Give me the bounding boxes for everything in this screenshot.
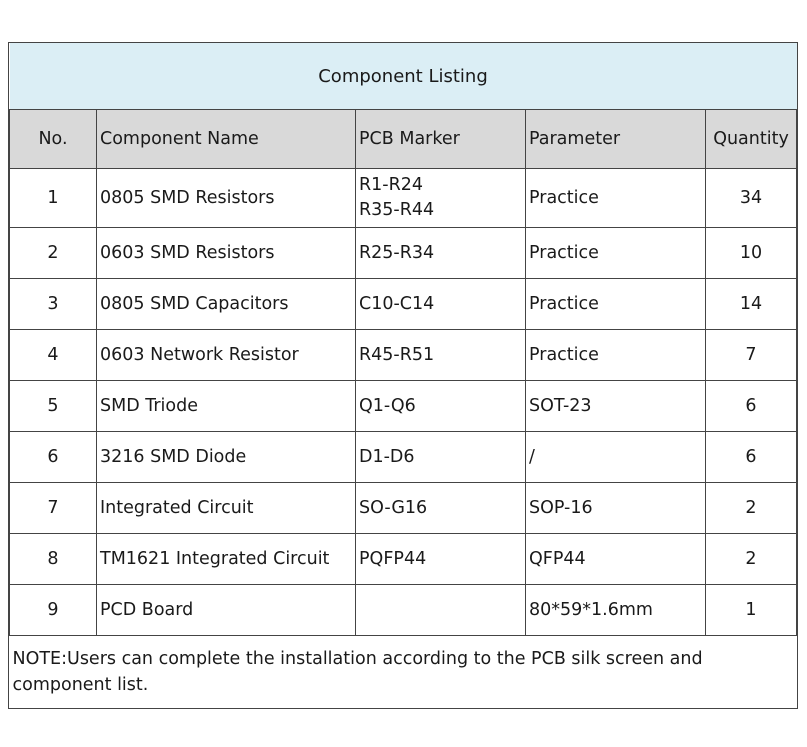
- row-number: 1: [9, 168, 97, 228]
- table-row: 4 0603 Network Resistor R45-R51 Practice 7: [9, 329, 797, 381]
- header-row: No. Component Name PCB Marker Parameter …: [9, 109, 797, 169]
- component-table: Component Listing No. Component Name PCB…: [9, 43, 797, 708]
- table-row: 5 SMD Triode Q1-Q6 SOT-23 6: [9, 380, 797, 432]
- quantity: 6: [705, 380, 797, 432]
- quantity: 10: [705, 227, 797, 279]
- column-header-quantity: Quantity: [705, 109, 797, 169]
- column-header-parameter: Parameter: [525, 109, 706, 169]
- table-title: Component Listing: [9, 43, 797, 110]
- note-text: NOTE:Users can complete the installation…: [9, 635, 797, 708]
- component-name: 0805 SMD Resistors: [96, 168, 356, 228]
- pcb-marker-line: PQFP44: [359, 548, 427, 569]
- table-row: 6 3216 SMD Diode D1-D6/6: [9, 431, 797, 483]
- quantity: 2: [705, 533, 797, 585]
- pcb-marker: R45-R51: [355, 329, 526, 381]
- pcb-marker: C10-C14: [355, 278, 526, 330]
- pcb-marker: R25-R34: [355, 227, 526, 279]
- quantity: 1: [705, 584, 797, 636]
- row-number: 9: [9, 584, 97, 636]
- parameter: Practice: [525, 329, 706, 381]
- table-row: 9 PCD Board 80*59*1.6mm 1: [9, 584, 797, 636]
- column-header-no: No.: [9, 109, 97, 169]
- parameter: Practice: [525, 168, 706, 228]
- table-body: 1 0805 SMD Resistors R1-R24 R35-R44 Practice…: [9, 168, 797, 636]
- quantity: 2: [705, 482, 797, 534]
- table-row: 2 0603 SMD Resistors R25-R34 Practice 10: [9, 227, 797, 279]
- row-number: 2: [9, 227, 97, 279]
- quantity: 7: [705, 329, 797, 381]
- row-number: 6: [9, 431, 97, 483]
- table-row: 3 0805 SMD Capacitors C10-C14 Practice 14: [9, 278, 797, 330]
- parameter: SOP-16: [525, 482, 706, 534]
- quantity: 34: [705, 168, 797, 228]
- pcb-marker: [355, 584, 526, 636]
- pcb-marker: R1-R24 R35-R44: [355, 168, 526, 228]
- component-name: 0603 SMD Resistors: [96, 227, 356, 279]
- parameter: 80*59*1.6mm: [525, 584, 706, 636]
- pcb-marker-line: R35-R44: [359, 200, 435, 220]
- quantity: 14: [705, 278, 797, 330]
- pcb-marker-line: SO-G16: [359, 497, 428, 518]
- component-listing-sheet: Component Listing No. Component Name PCB…: [8, 42, 798, 709]
- parameter: Practice: [525, 227, 706, 279]
- parameter: SOT-23: [525, 380, 706, 432]
- pcb-marker: Q1-Q6: [355, 380, 526, 432]
- table-row: 7 Integrated Circuit SO-G16 SOP-16 2: [9, 482, 797, 534]
- pcb-marker: D1-D6: [355, 431, 526, 483]
- row-number: 8: [9, 533, 97, 585]
- pcb-marker-line: R1-R24: [359, 175, 424, 195]
- pcb-marker: SO-G16: [355, 482, 526, 534]
- row-number: 5: [9, 380, 97, 432]
- component-name: 0805 SMD Capacitors: [96, 278, 356, 330]
- component-name: PCD Board: [96, 584, 356, 636]
- pcb-marker-line: R45-R51: [359, 344, 435, 365]
- row-number: 4: [9, 329, 97, 381]
- component-name: Integrated Circuit: [96, 482, 356, 534]
- table-row: 1 0805 SMD Resistors R1-R24 R35-R44 Practice…: [9, 168, 797, 228]
- title-row: Component Listing: [9, 43, 797, 110]
- column-header-pcb-marker: PCB Marker: [355, 109, 526, 169]
- quantity: 6: [705, 431, 797, 483]
- parameter: /: [525, 431, 706, 483]
- note-row: NOTE:Users can complete the installation…: [9, 635, 797, 708]
- component-name: 0603 Network Resistor: [96, 329, 356, 381]
- row-number: 7: [9, 482, 97, 534]
- component-name: 3216 SMD Diode: [96, 431, 356, 483]
- table-row: 8 TM1621 Integrated Circuit PQFP44 QFP44 2: [9, 533, 797, 585]
- row-number: 3: [9, 278, 97, 330]
- component-name: TM1621 Integrated Circuit: [96, 533, 356, 585]
- pcb-marker-line: D1-D6: [359, 446, 415, 467]
- parameter: QFP44: [525, 533, 706, 585]
- pcb-marker-line: Q1-Q6: [359, 395, 416, 416]
- parameter: Practice: [525, 278, 706, 330]
- pcb-marker: PQFP44: [355, 533, 526, 585]
- component-name: SMD Triode: [96, 380, 356, 432]
- pcb-marker-line: C10-C14: [359, 293, 435, 314]
- pcb-marker-line: R25-R34: [359, 242, 435, 263]
- column-header-component-name: Component Name: [96, 109, 356, 169]
